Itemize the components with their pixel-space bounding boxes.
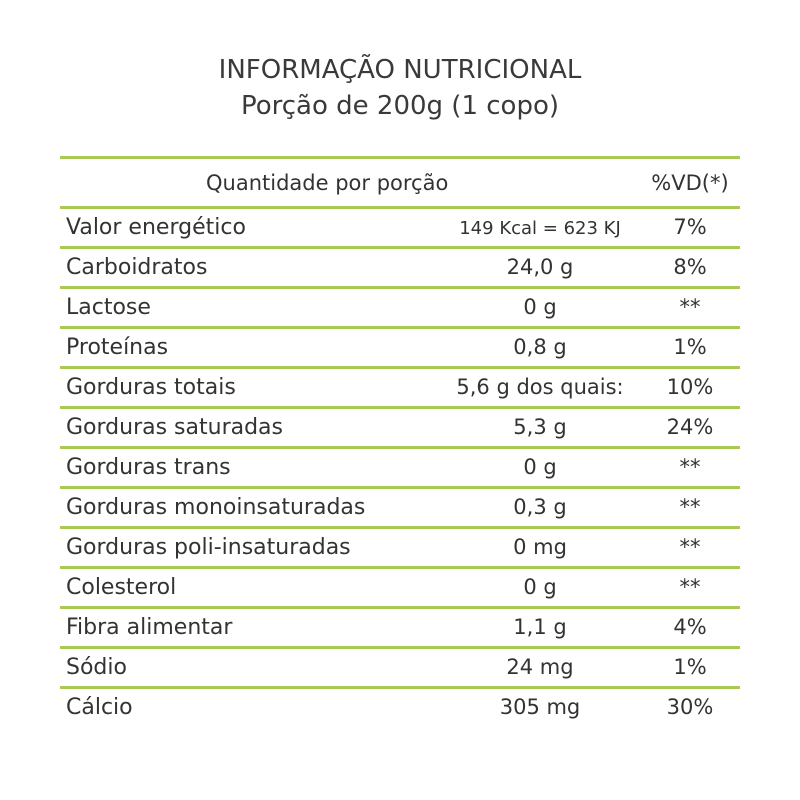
nutrition-table: Quantidade por porção %VD(*) Valor energ… bbox=[60, 156, 740, 729]
nutrient-daily-value: ** bbox=[679, 495, 701, 519]
table-divider bbox=[60, 526, 740, 529]
table-row: Proteínas 0,8 g 1% bbox=[60, 329, 740, 366]
nutrient-name: Valor energético bbox=[66, 215, 246, 240]
table-divider bbox=[60, 566, 740, 569]
nutrient-name: Gorduras totais bbox=[66, 375, 236, 400]
table-row: Cálcio 305 mg 30% bbox=[60, 689, 740, 729]
nutrient-name: Proteínas bbox=[66, 335, 169, 360]
table-divider bbox=[60, 406, 740, 409]
table-divider bbox=[60, 286, 740, 289]
nutrient-amount: 0 g bbox=[523, 455, 557, 479]
table-divider bbox=[60, 326, 740, 329]
table-row: Gorduras saturadas 5,3 g 24% bbox=[60, 409, 740, 446]
nutrient-daily-value: 8% bbox=[673, 255, 707, 279]
table-row: Sódio 24 mg 1% bbox=[60, 649, 740, 686]
nutrient-name: Gorduras trans bbox=[66, 455, 231, 480]
table-divider bbox=[60, 606, 740, 609]
table-divider bbox=[60, 486, 740, 489]
nutrient-name: Carboidratos bbox=[66, 255, 208, 280]
nutrient-name: Cálcio bbox=[66, 695, 133, 720]
nutrient-amount: 5,6 g dos quais: bbox=[456, 375, 624, 399]
table-title: INFORMAÇÃO NUTRICIONAL bbox=[218, 55, 582, 85]
nutrient-daily-value: ** bbox=[679, 455, 701, 479]
nutrient-daily-value: 10% bbox=[666, 375, 714, 399]
nutrient-amount: 0,3 g bbox=[513, 495, 567, 519]
nutrient-name: Gorduras saturadas bbox=[66, 415, 284, 440]
nutrient-amount: 24 mg bbox=[506, 655, 574, 679]
table-row: Gorduras trans 0 g ** bbox=[60, 449, 740, 486]
table-row: Colesterol 0 g ** bbox=[60, 569, 740, 606]
portion-subtitle: Porção de 200g (1 copo) bbox=[240, 91, 560, 121]
nutrient-amount: 0 g bbox=[523, 575, 557, 599]
nutrient-amount: 0 g bbox=[523, 295, 557, 319]
nutrient-amount: 0 mg bbox=[513, 535, 567, 559]
header-daily-value: %VD(*) bbox=[651, 171, 729, 195]
nutrient-daily-value: 30% bbox=[666, 695, 714, 719]
nutrient-daily-value: 24% bbox=[666, 415, 714, 439]
nutrient-daily-value: 1% bbox=[673, 655, 707, 679]
table-row: Gorduras poli-insaturadas 0 mg ** bbox=[60, 529, 740, 566]
nutrient-name: Colesterol bbox=[66, 575, 177, 600]
nutrient-amount: 149 Kcal = 623 KJ bbox=[459, 218, 621, 239]
table-divider bbox=[60, 246, 740, 249]
table-row: Valor energético 149 Kcal = 623 KJ 7% bbox=[60, 209, 740, 246]
table-row: Fibra alimentar 1,1 g 4% bbox=[60, 609, 740, 646]
nutrient-name: Gorduras monoinsaturadas bbox=[66, 495, 366, 520]
nutrient-name: Gorduras poli-insaturadas bbox=[66, 535, 351, 560]
nutrient-amount: 24,0 g bbox=[506, 255, 574, 279]
table-row: Lactose 0 g ** bbox=[60, 289, 740, 326]
table-row: Gorduras totais 5,6 g dos quais: 10% bbox=[60, 369, 740, 406]
nutrient-amount: 1,1 g bbox=[513, 615, 567, 639]
nutrient-daily-value: ** bbox=[679, 295, 701, 319]
nutrient-daily-value: 1% bbox=[673, 335, 707, 359]
nutrient-name: Lactose bbox=[66, 295, 151, 320]
table-row: Gorduras monoinsaturadas 0,3 g ** bbox=[60, 489, 740, 526]
nutrient-amount: 0,8 g bbox=[513, 335, 567, 359]
nutrient-amount: 5,3 g bbox=[513, 415, 567, 439]
table-divider bbox=[60, 206, 740, 209]
table-divider bbox=[60, 156, 740, 159]
nutrient-amount: 305 mg bbox=[499, 695, 581, 719]
table-divider bbox=[60, 686, 740, 689]
table-divider bbox=[60, 646, 740, 649]
nutrient-name: Sódio bbox=[66, 655, 127, 680]
table-row: Carboidratos 24,0 g 8% bbox=[60, 249, 740, 286]
table-header: Quantidade por porção %VD(*) bbox=[60, 159, 740, 206]
header-quantity: Quantidade por porção bbox=[206, 171, 449, 195]
nutrient-daily-value: 4% bbox=[673, 615, 707, 639]
table-divider bbox=[60, 446, 740, 449]
nutrient-daily-value: ** bbox=[679, 575, 701, 599]
nutrient-name: Fibra alimentar bbox=[66, 615, 233, 640]
nutrient-daily-value: 7% bbox=[673, 215, 707, 239]
table-divider bbox=[60, 366, 740, 369]
nutrient-daily-value: ** bbox=[679, 535, 701, 559]
